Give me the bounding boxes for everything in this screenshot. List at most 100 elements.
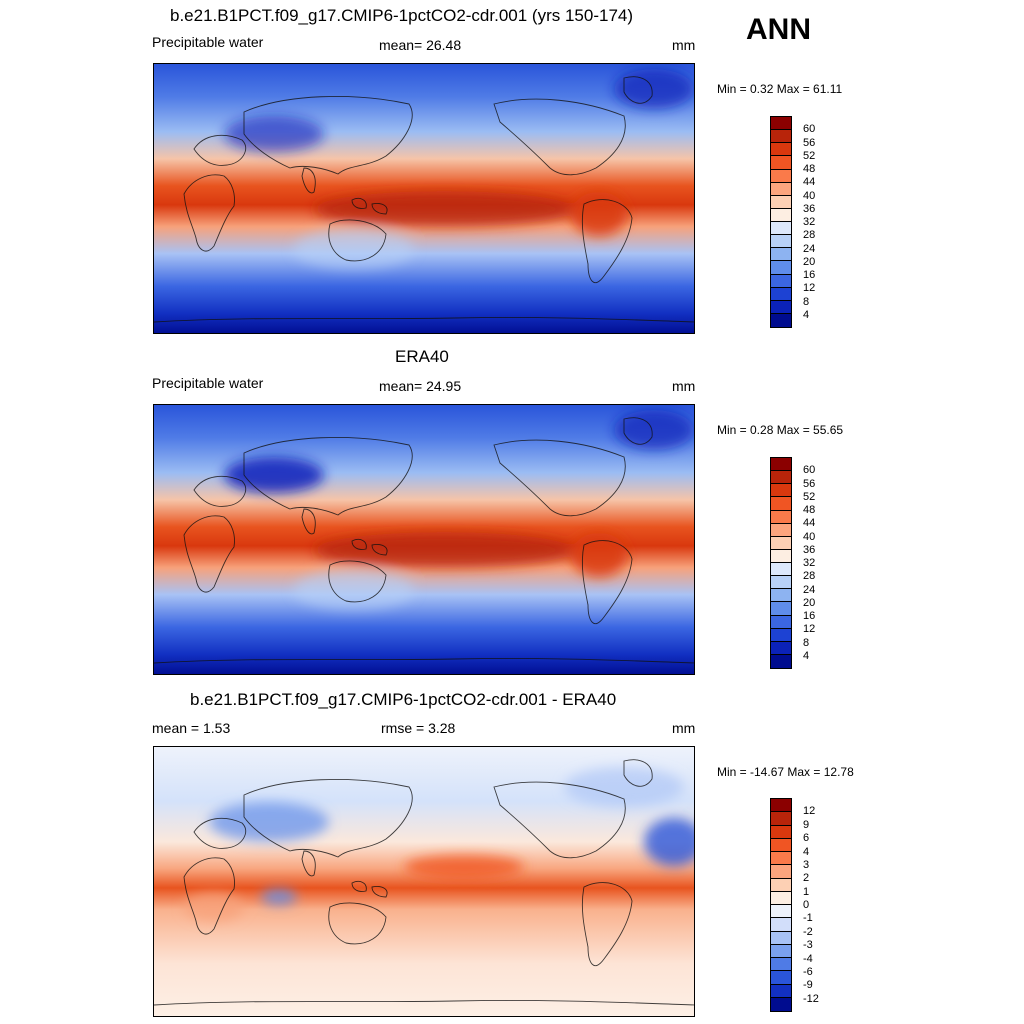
colorbar-swatch [771,891,791,905]
panel-2-title: ERA40 [395,347,449,366]
colorbar-tick-label: 4 [803,845,810,858]
colorbar-tick-label: 32 [803,557,816,569]
colorbar-swatch [771,654,791,668]
colorbar-swatch [771,208,791,222]
colorbar-swatch [771,628,791,642]
colorbar-swatch [771,799,791,813]
map-field [154,747,694,1016]
panel-1-minmax-label: Min = 0.32 Max = 61.11 [717,82,843,96]
colorbar-swatch [771,563,791,577]
colorbar-swatch [771,602,791,616]
colorbar-swatch [771,248,791,262]
colorbar-swatch [771,222,791,236]
colorbar-swatch [771,497,791,511]
panel-2-mean-label: mean= 24.95 [379,378,462,394]
panel-3-mean-label: mean = 1.53 [152,720,231,736]
colorbar-swatch [771,313,791,327]
colorbar-swatch [771,182,791,196]
colorbar-swatch [771,931,791,945]
colorbar-tick-label: 24 [803,242,816,255]
colorbar-tick-label: 4 [803,649,810,662]
panel-1-mean-label: mean= 26.48 [379,37,462,53]
colorbar-swatch [771,852,791,866]
colorbar-swatch [771,838,791,852]
colorbar-swatch [771,997,791,1011]
panel-1-map [153,63,695,334]
map-field [154,64,694,333]
colorbar-swatch [771,576,791,590]
colorbar-swatch [771,958,791,972]
colorbar-swatch [771,615,791,629]
colorbar-tick-label: 0 [803,899,810,911]
colorbar-tick-label: 44 [803,517,816,530]
panel-3-units-label: mm [672,720,696,736]
colorbar-swatch [771,589,791,603]
colorbar-swatch [771,971,791,985]
panel-1-title: b.e21.B1PCT.f09_g17.CMIP6-1pctCO2-cdr.00… [170,6,634,25]
panel-1-units-label: mm [672,37,696,53]
colorbar-swatch [771,169,791,183]
colorbar-tick-label: 9 [803,818,810,831]
colorbar-tick-label: 20 [803,596,816,609]
colorbar-tick-label: 40 [803,189,816,202]
colorbar-swatch [771,235,791,249]
colorbar-tick-label: 12 [803,623,816,636]
colorbar-tick-label: 12 [803,805,816,818]
colorbar-tick-label: 60 [803,123,816,136]
colorbar-swatch [771,918,791,932]
colorbar-swatch [771,130,791,144]
panel-2-variable-label: Precipitable water [152,375,264,391]
colorbar-swatch [771,300,791,314]
colorbar-swatch [771,274,791,288]
colorbar-tick-label: 16 [803,610,816,622]
colorbar-swatch [771,195,791,209]
colorbar-tick-label: 8 [803,636,810,649]
colorbar-tick-label: -4 [803,952,813,965]
panel-2-colorbar [770,457,792,669]
colorbar-swatch [771,261,791,275]
colorbar-tick-label: 36 [803,202,816,215]
panel-2-minmax-label: Min = 0.28 Max = 55.65 [717,423,844,437]
panel-1-variable-label: Precipitable water [152,34,264,50]
colorbar-tick-label: 2 [803,872,810,885]
panel-3-minmax-label: Min = -14.67 Max = 12.78 [717,765,854,779]
colorbar-tick-label: -2 [803,925,813,938]
panel-3-title: b.e21.B1PCT.f09_g17.CMIP6-1pctCO2-cdr.00… [190,690,617,709]
colorbar-tick-label: 28 [803,229,816,242]
panel-3-map [153,746,695,1017]
colorbar-tick-label: 48 [803,163,816,175]
colorbar-tick-label: 24 [803,583,816,596]
colorbar-tick-label: 20 [803,255,816,268]
colorbar-swatch [771,458,791,472]
colorbar-tick-label: -6 [803,965,813,978]
colorbar-swatch [771,287,791,301]
colorbar-tick-label: 36 [803,543,816,556]
colorbar-swatch [771,484,791,498]
colorbar-tick-label: 16 [803,269,816,281]
colorbar-tick-label: 3 [803,858,810,871]
colorbar-tick-label: 56 [803,136,816,149]
colorbar-tick-label: -3 [803,939,813,952]
colorbar-swatch [771,825,791,839]
colorbar-tick-label: -9 [803,979,813,992]
colorbar-tick-label: 40 [803,530,816,543]
panel-2-units-label: mm [672,378,696,394]
colorbar-tick-label: 52 [803,149,816,162]
colorbar-swatch [771,905,791,919]
colorbar-tick-label: 60 [803,464,816,477]
panel-3-colorbar [770,798,792,1012]
colorbar-swatch [771,510,791,524]
colorbar-swatch [771,812,791,826]
colorbar-swatch [771,944,791,958]
colorbar-swatch [771,878,791,892]
colorbar-tick-label: 44 [803,176,816,189]
colorbar-swatch [771,523,791,537]
colorbar-swatch [771,471,791,485]
colorbar-swatch [771,536,791,550]
colorbar-tick-label: 12 [803,282,816,295]
colorbar-swatch [771,143,791,157]
colorbar-tick-label: 56 [803,477,816,490]
colorbar-tick-label: 32 [803,216,816,228]
colorbar-tick-label: 1 [803,885,810,898]
colorbar-swatch [771,549,791,563]
